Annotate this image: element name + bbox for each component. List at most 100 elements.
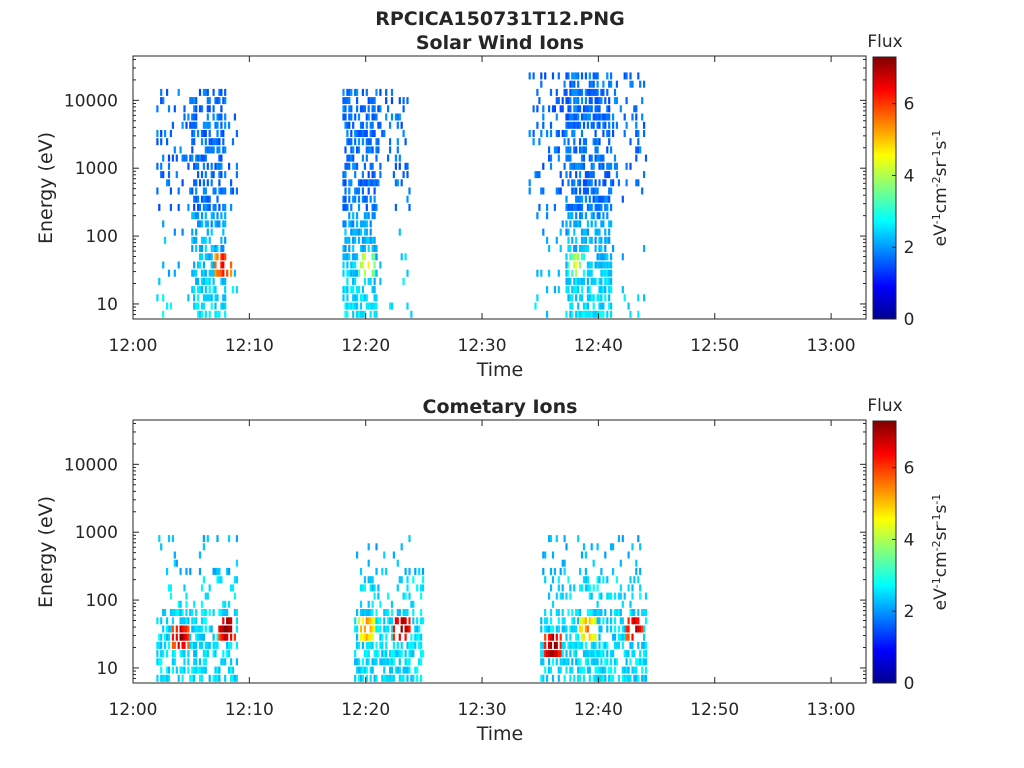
heatmap-cell [195, 666, 198, 674]
heatmap-cell [371, 105, 374, 113]
colorbar-tick-label: 6 [904, 459, 915, 479]
heatmap-cell [367, 650, 370, 658]
heatmap-cell [226, 567, 229, 575]
heatmap-cell [167, 105, 171, 113]
heatmap-cell [563, 88, 566, 96]
heatmap-cell [369, 195, 372, 203]
heatmap-cell [418, 625, 421, 633]
heatmap-cell [197, 666, 200, 674]
heatmap-cell [598, 617, 601, 625]
heatmap-cell [579, 641, 582, 649]
heatmap-cell [218, 220, 221, 228]
heatmap-cell [629, 138, 632, 146]
heatmap-cell [592, 72, 595, 80]
heatmap-cell [177, 261, 180, 269]
heatmap-cell [214, 138, 217, 146]
heatmap-cell [639, 146, 642, 154]
heatmap-cell [569, 584, 572, 592]
heatmap-cell [193, 269, 196, 277]
heatmap-cell [544, 609, 547, 616]
heatmap-cell [396, 641, 399, 649]
heatmap-cell [557, 617, 560, 625]
heatmap-cell [218, 97, 221, 105]
heatmap-cell [398, 228, 401, 236]
heatmap-cell [195, 179, 198, 187]
heatmap-cell [594, 203, 597, 211]
heatmap-cell [557, 269, 560, 277]
heatmap-cell [185, 154, 188, 162]
heatmap-cell [544, 650, 547, 658]
heatmap-cell [594, 310, 597, 318]
heatmap-cell [557, 286, 560, 294]
heatmap-cell [402, 105, 405, 113]
heatmap-cell [193, 121, 196, 129]
heatmap-cell [565, 154, 568, 162]
heatmap-cell [361, 253, 364, 261]
heatmap-cell [160, 641, 163, 649]
heatmap-cell [592, 658, 595, 666]
cometary-colorbar-units: eV-1cm-2sr-1s-1 [930, 494, 951, 611]
heatmap-cell [193, 674, 196, 682]
heatmap-cell [557, 187, 560, 195]
heatmap-cell [596, 203, 599, 211]
heatmap-cell [385, 609, 388, 616]
heatmap-cell [377, 105, 380, 113]
heatmap-cell [195, 162, 198, 170]
heatmap-cell [573, 625, 576, 633]
heatmap-cell [594, 195, 597, 203]
heatmap-cell [344, 171, 347, 179]
heatmap-cell [167, 666, 171, 674]
heatmap-cell [202, 576, 205, 584]
heatmap-cell [631, 80, 634, 88]
heatmap-cell [569, 592, 572, 600]
heatmap-cell [224, 171, 227, 179]
heatmap-cell [166, 567, 169, 575]
heatmap-cell [224, 658, 227, 666]
heatmap-cell [202, 88, 205, 96]
heatmap-cell [191, 138, 194, 146]
heatmap-cell [588, 286, 591, 294]
heatmap-cell [594, 146, 597, 154]
heatmap-cell [218, 171, 221, 179]
heatmap-cell [555, 146, 558, 154]
heatmap-cell [354, 277, 357, 285]
heatmap-cell [179, 567, 182, 575]
heatmap-cell [623, 625, 626, 633]
heatmap-cell [185, 600, 188, 608]
heatmap-cell [559, 105, 562, 113]
heatmap-cell [371, 203, 374, 211]
heatmap-cell [361, 641, 364, 649]
heatmap-cell [588, 674, 591, 682]
heatmap-cell [346, 286, 349, 294]
heatmap-cell [629, 658, 632, 666]
heatmap-cell [592, 641, 595, 649]
heatmap-cell [198, 567, 202, 575]
heatmap-cell [602, 650, 605, 658]
heatmap-cell [164, 236, 167, 244]
heatmap-cell [571, 162, 574, 170]
heatmap-cell [220, 269, 223, 277]
heatmap-cell [228, 650, 231, 658]
y-tick-label: 1000 [75, 159, 118, 179]
heatmap-cell [602, 576, 605, 584]
heatmap-cell [582, 674, 586, 682]
heatmap-cell [588, 179, 591, 187]
heatmap-cell [555, 535, 558, 543]
heatmap-cell [548, 625, 551, 633]
heatmap-cell [224, 121, 227, 129]
heatmap-cell [575, 286, 578, 294]
heatmap-cell [356, 220, 359, 228]
heatmap-cell [625, 633, 628, 641]
heatmap-cell [361, 294, 364, 302]
heatmap-cell [348, 220, 351, 228]
heatmap-cell [377, 121, 380, 129]
heatmap-cell [346, 154, 349, 162]
heatmap-cell [549, 666, 553, 674]
heatmap-cell [602, 121, 605, 129]
heatmap-cell [224, 203, 227, 211]
heatmap-cell [373, 584, 376, 592]
heatmap-cell [580, 228, 584, 236]
heatmap-cell [596, 88, 599, 96]
heatmap-cell [567, 228, 570, 236]
heatmap-cell [644, 658, 648, 666]
